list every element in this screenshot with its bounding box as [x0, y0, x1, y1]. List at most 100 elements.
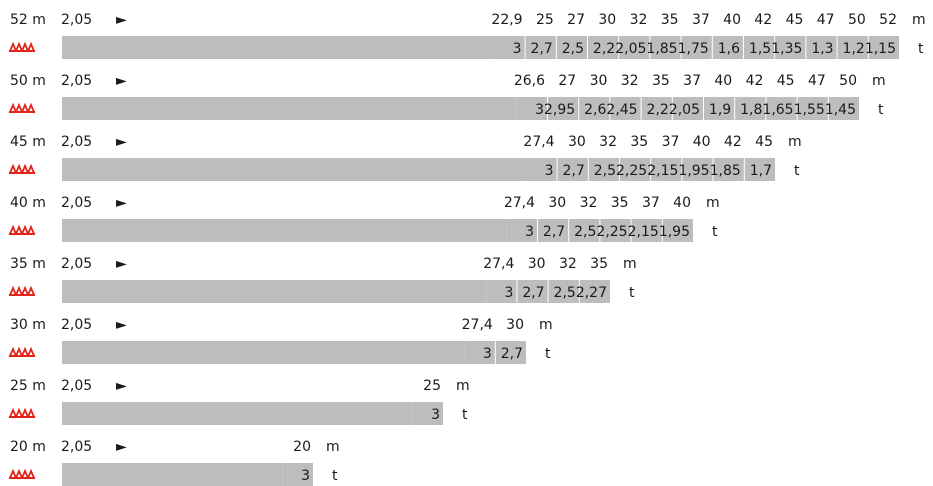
start-radius-label: 2,05: [61, 195, 92, 211]
radius-value: 32: [630, 12, 648, 28]
jib-length-label: 40 m: [10, 195, 46, 211]
jib-logo-triangle: [14, 346, 24, 357]
load-cell: [712, 36, 743, 59]
load-cell: [517, 280, 548, 303]
jib-logo-triangle: [14, 468, 24, 479]
load-cell: [797, 97, 828, 120]
load-cell: [682, 158, 713, 181]
radius-value: 25: [423, 378, 441, 394]
radius-value: 30: [590, 73, 608, 89]
radius-unit-label: m: [539, 317, 553, 333]
radius-value: 47: [808, 73, 826, 89]
jib-logo-triangle: [26, 407, 36, 418]
radius-value: 35: [661, 12, 679, 28]
boom-arrow-icon: ►: [116, 256, 127, 272]
load-value: 2,05: [615, 41, 646, 57]
load-value: 2,6: [584, 102, 606, 118]
jib-logo-triangle: [26, 346, 36, 357]
load-cell: [495, 341, 526, 364]
load-cell: [651, 158, 682, 181]
load-cell: [681, 36, 712, 59]
jib-length-label: 30 m: [10, 317, 46, 333]
radius-value: 30: [598, 12, 616, 28]
jib-logo-triangle: [8, 407, 18, 418]
radius-value: 32: [599, 134, 617, 150]
jib-logo-icon: [8, 346, 36, 357]
jib-logo-icon: [8, 407, 36, 418]
load-value: 2,95: [544, 102, 575, 118]
load-cell: [610, 97, 641, 120]
jib-logo-icon: [8, 468, 36, 479]
load-cell: [713, 158, 744, 181]
load-cell: [662, 219, 693, 242]
load-value: 1,5: [749, 41, 771, 57]
radius-value: 22,9: [491, 12, 522, 28]
load-unit-label: t: [794, 163, 800, 179]
radius-unit-label: m: [872, 73, 886, 89]
jib-logo-triangle: [8, 224, 18, 235]
load-unit-label: t: [545, 346, 551, 362]
load-cell: [641, 97, 672, 120]
radius-value: 27,4: [523, 134, 554, 150]
load-cell: [579, 97, 610, 120]
radius-value: 42: [724, 134, 742, 150]
radius-unit-label: m: [912, 12, 926, 28]
load-value: 1,8: [740, 102, 762, 118]
load-cell: [735, 97, 766, 120]
load-value: 2,5: [562, 41, 584, 57]
boom-arrow-icon: ►: [116, 73, 127, 89]
jib-logo-triangle: [14, 41, 24, 52]
jib-logo-triangle: [26, 102, 36, 113]
radius-value: 35: [630, 134, 648, 150]
load-cell: [588, 36, 619, 59]
jib-logo-triangle: [26, 41, 36, 52]
radius-value: 32: [559, 256, 577, 272]
load-bar-span: [62, 280, 487, 303]
jib-length-label: 25 m: [10, 378, 46, 394]
radius-value: 20: [293, 439, 311, 455]
jib-logo-icon: [8, 41, 36, 52]
radius-value: 30: [528, 256, 546, 272]
load-value: 2,5: [594, 163, 616, 179]
load-cell: [806, 36, 837, 59]
load-value: 1,7: [750, 163, 772, 179]
radius-value: 52: [879, 12, 897, 28]
load-value: 2,7: [543, 224, 565, 240]
load-unit-label: t: [629, 285, 635, 301]
jib-logo-triangle: [8, 163, 18, 174]
start-radius-label: 2,05: [61, 134, 92, 150]
radius-value: 45: [786, 12, 804, 28]
load-value: 3: [535, 102, 544, 118]
load-value: 2,25: [616, 163, 647, 179]
radius-value: 27,4: [504, 195, 535, 211]
jib-length-label: 20 m: [10, 439, 46, 455]
load-value: 1,35: [771, 41, 802, 57]
load-value: 1,15: [865, 41, 896, 57]
jib-logo-triangle: [26, 163, 36, 174]
jib-logo-icon: [8, 102, 36, 113]
start-radius-label: 2,05: [61, 12, 92, 28]
boom-arrow-icon: ►: [116, 134, 127, 150]
load-cell: [516, 97, 547, 120]
load-unit-label: t: [878, 102, 884, 118]
load-cell: [600, 219, 631, 242]
jib-logo-triangle: [14, 224, 24, 235]
radius-unit-label: m: [706, 195, 720, 211]
load-unit-label: t: [918, 41, 924, 57]
radius-value: 35: [590, 256, 608, 272]
jib-logo-triangle: [8, 346, 18, 357]
load-cell: [526, 158, 557, 181]
jib-logo-triangle: [14, 102, 24, 113]
load-cell: [828, 97, 859, 120]
radius-value: 25: [536, 12, 554, 28]
load-value: 1,3: [811, 41, 833, 57]
load-cell: [868, 36, 899, 59]
load-value: 2,15: [647, 163, 678, 179]
load-value: 3: [431, 407, 440, 423]
jib-logo-triangle: [20, 102, 30, 113]
load-value: 2,5: [574, 224, 596, 240]
load-cell: [464, 341, 495, 364]
radius-value: 37: [692, 12, 710, 28]
load-cell: [744, 36, 775, 59]
